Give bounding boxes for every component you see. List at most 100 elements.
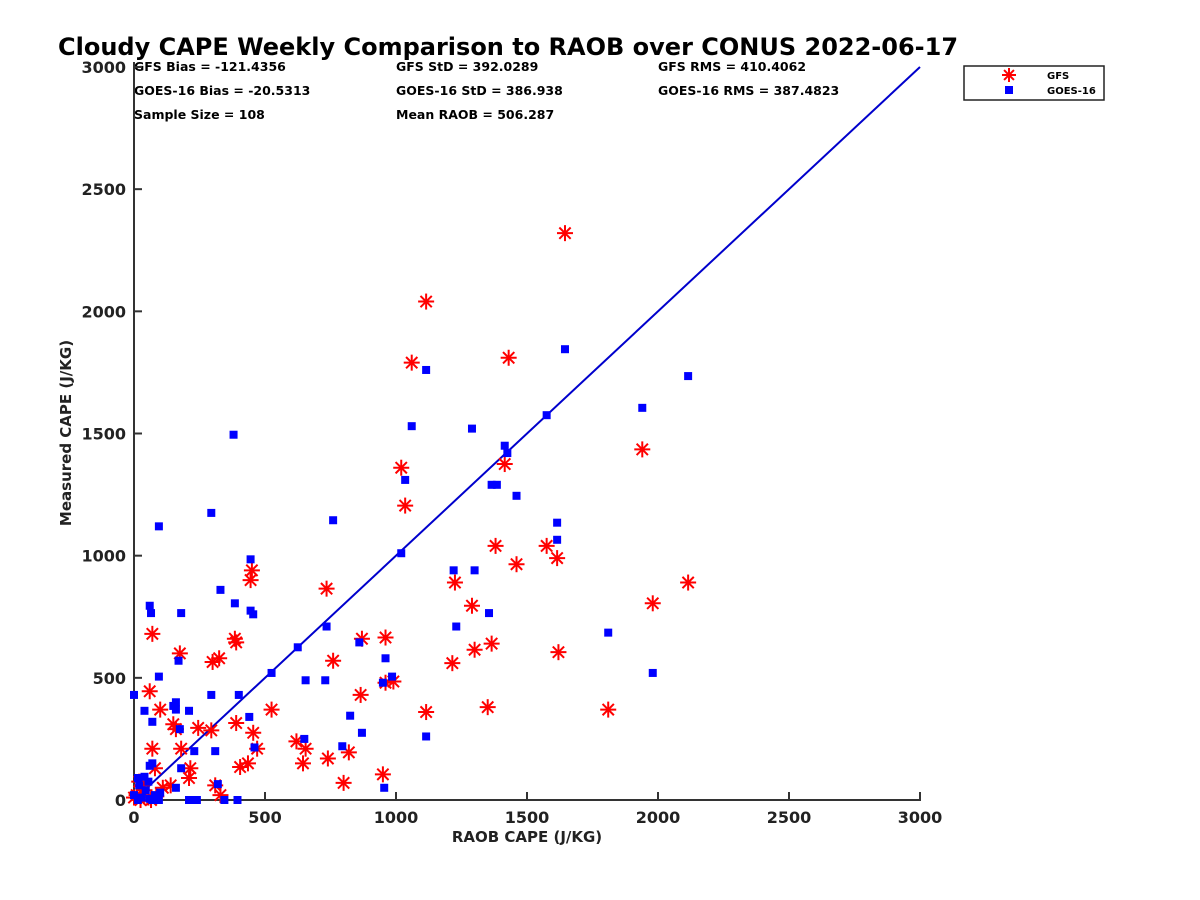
goes16-point <box>250 743 259 752</box>
goes16-point <box>213 780 222 789</box>
x-tick-label: 0 <box>128 808 139 827</box>
goes16-point <box>207 508 216 517</box>
chart-title: Cloudy CAPE Weekly Comparison to RAOB ov… <box>58 33 958 61</box>
goes16-point <box>135 781 144 790</box>
stat-goes-rms: GOES-16 RMS = 387.4823 <box>658 83 839 98</box>
legend-gfs-asterisk <box>1002 68 1016 82</box>
goes16-point <box>148 796 157 804</box>
goes16-point <box>500 441 509 450</box>
goes16-point <box>148 717 157 726</box>
goes16-point <box>141 786 150 795</box>
goes16-point <box>378 678 387 687</box>
gfs-point <box>403 354 420 371</box>
goes16-point <box>267 668 276 677</box>
goes16-point <box>322 622 331 631</box>
goes16-point <box>246 555 255 564</box>
goes16-point <box>467 424 476 433</box>
goes16-point <box>154 672 163 681</box>
goes16-point <box>145 601 154 610</box>
goes16-point <box>452 622 461 631</box>
legend: GFS GOES-16 <box>963 65 1105 101</box>
goes16-point <box>130 791 138 800</box>
goes16-point <box>175 725 184 734</box>
goes16-point <box>381 654 390 663</box>
gfs-point <box>263 701 280 718</box>
goes16-point <box>133 796 142 804</box>
goes16-point <box>553 518 562 527</box>
x-ticks: 0 500 1000 1500 2000 2500 3000 <box>128 792 942 827</box>
gfs-point <box>141 683 158 700</box>
gfs-point <box>550 644 567 661</box>
x-tick-label: 3000 <box>898 808 943 827</box>
goes16-point <box>174 656 183 665</box>
gfs-point <box>325 652 342 669</box>
gfs-point <box>538 537 555 554</box>
goes16-point <box>422 365 431 374</box>
goes16-point <box>388 672 397 681</box>
goes16-point <box>470 566 479 575</box>
gfs-point <box>144 740 161 757</box>
gfs-point <box>242 572 259 589</box>
goes16-point <box>355 638 364 647</box>
goes16-point <box>156 788 165 797</box>
gfs-point <box>377 629 394 646</box>
goes16-point <box>293 643 302 652</box>
goes16-point <box>177 609 186 618</box>
gfs-point <box>144 625 161 642</box>
gfs-point <box>466 641 483 658</box>
goes16-point <box>207 690 216 699</box>
goes16-point <box>230 599 239 608</box>
y-tick-label: 2500 <box>81 180 126 199</box>
goes16-point <box>604 628 613 637</box>
gfs-point <box>319 750 336 767</box>
x-axis-label: RAOB CAPE (J/KG) <box>452 828 602 846</box>
goes16-point <box>684 372 693 381</box>
series-goes-16 <box>130 345 693 804</box>
goes16-point <box>147 609 156 618</box>
goes16-point <box>133 774 142 783</box>
goes16-point <box>380 783 389 792</box>
goes16-point <box>192 796 201 804</box>
goes16-point <box>154 522 163 531</box>
gfs-point <box>297 740 314 757</box>
gfs-point <box>294 755 311 772</box>
gfs-point <box>374 766 391 783</box>
gfs-point <box>245 724 262 741</box>
gfs-point <box>418 704 435 721</box>
stat-goes-std: GOES-16 StD = 386.938 <box>396 83 563 98</box>
goes16-point <box>422 732 431 741</box>
gfs-point <box>190 719 207 736</box>
goes16-point <box>301 676 310 685</box>
gfs-point <box>239 755 256 772</box>
gfs-point <box>385 673 402 690</box>
legend-gfs-asterisk-icon <box>1002 68 1016 82</box>
goes16-point <box>234 690 243 699</box>
x-tick-label: 2000 <box>636 808 681 827</box>
goes16-point <box>553 535 562 544</box>
legend-goes-label: GOES-16 <box>1047 86 1096 97</box>
gfs-point <box>318 580 335 597</box>
goes16-point <box>321 676 330 685</box>
goes16-point <box>397 549 406 558</box>
legend-box <box>963 65 1105 101</box>
gfs-point <box>204 653 221 670</box>
gfs-point <box>644 595 661 612</box>
goes16-point <box>140 772 149 781</box>
stat-gfs-rms: GFS RMS = 410.4062 <box>658 59 806 74</box>
gfs-point <box>680 574 697 591</box>
goes16-point <box>648 668 657 677</box>
goes16-point <box>177 764 186 773</box>
gfs-point <box>152 701 169 718</box>
gfs-point <box>173 740 190 757</box>
gfs-point <box>446 574 463 591</box>
stat-goes-bias: GOES-16 Bias = -20.5313 <box>134 83 310 98</box>
gfs-point <box>397 497 414 514</box>
goes16-point <box>300 734 309 743</box>
gfs-point <box>418 293 435 310</box>
goes16-point <box>485 609 494 618</box>
goes16-point <box>638 403 647 412</box>
legend-gfs-label: GFS <box>1047 71 1069 82</box>
stat-sample-size: Sample Size = 108 <box>134 107 265 122</box>
x-tick-label: 500 <box>248 808 281 827</box>
y-tick-label: 2000 <box>81 302 126 321</box>
